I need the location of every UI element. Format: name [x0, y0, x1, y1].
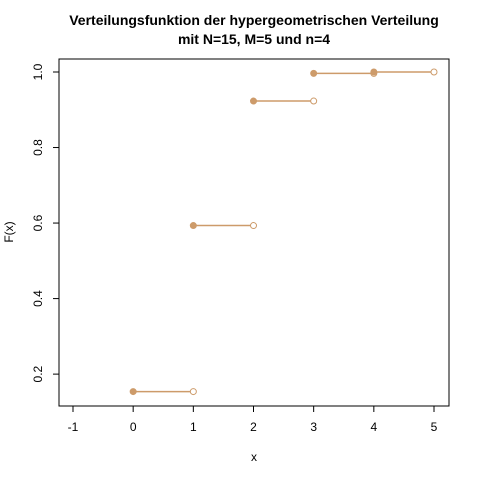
y-tick-label: 0.8: [31, 139, 45, 156]
x-tick-label: 1: [190, 420, 197, 434]
closed-endpoint: [370, 68, 378, 76]
open-endpoint: [250, 222, 257, 230]
chart-title: Verteilungsfunktion der hypergeometrisch…: [69, 12, 439, 28]
plot-frame: [58, 58, 450, 407]
open-endpoint: [430, 68, 438, 76]
open-endpoint: [189, 388, 197, 396]
x-tick-label: 0: [130, 420, 137, 434]
y-tick-label: 1.0: [31, 63, 45, 80]
closed-endpoint: [250, 97, 257, 105]
chart-subtitle: mit N=15, M=5 und n=4: [178, 31, 330, 47]
closed-endpoint: [189, 222, 197, 230]
y-axis-label: F(x): [2, 221, 16, 242]
y-tick-label: 0.4: [31, 290, 45, 307]
closed-endpoint: [310, 69, 318, 77]
x-tick-label: 3: [310, 420, 317, 434]
closed-endpoint: [129, 388, 137, 396]
x-axis-label: x: [251, 450, 257, 464]
x-axis: -1 0 1 2 3 4 5: [68, 406, 438, 434]
open-endpoint: [310, 97, 318, 105]
x-tick-label: 4: [370, 420, 377, 434]
x-tick-label: 2: [250, 420, 257, 434]
x-tick-label: 5: [431, 420, 438, 434]
x-tick-label: -1: [68, 420, 79, 434]
data-series: [129, 68, 438, 396]
y-axis: 0.2 0.4 0.6 0.8 1.0: [31, 63, 59, 382]
y-tick-label: 0.2: [31, 365, 45, 382]
y-tick-label: 0.6: [31, 214, 45, 231]
